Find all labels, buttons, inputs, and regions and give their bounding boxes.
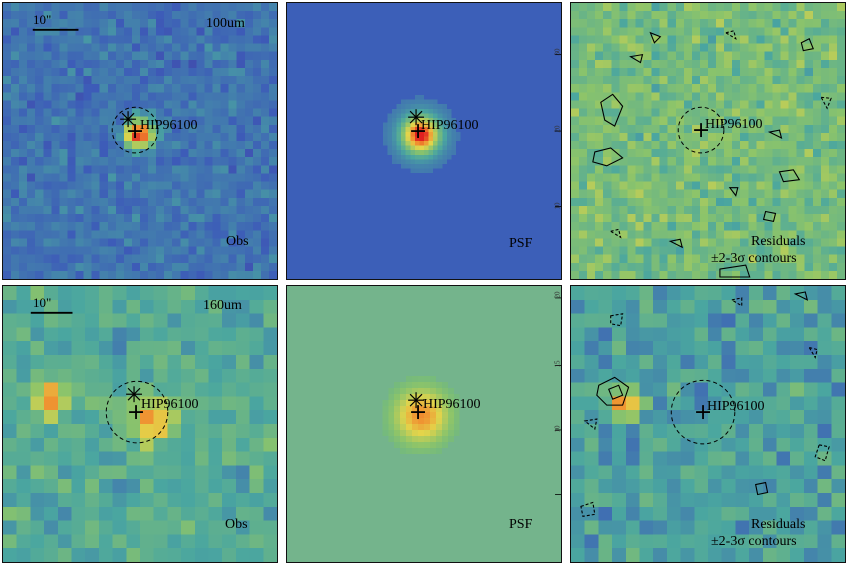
cross-marker-icon — [128, 124, 142, 139]
scale-bar-label: 10" — [33, 295, 52, 310]
residual-100um-overlay — [592, 30, 832, 278]
panel-label-residuals: Residuals — [751, 234, 806, 249]
panel-label-psf: PSF — [509, 517, 533, 532]
residual-100um-panel: HIP96100 Residuals ±2-3σ contours — [570, 2, 846, 280]
axis-tick-label: 10 — [553, 202, 562, 210]
scale-bar-label: 10" — [33, 12, 52, 27]
panel-label-obs: Obs — [225, 517, 248, 532]
residual-160um-overlay — [580, 291, 830, 517]
obs-100um-overlay — [32, 28, 159, 154]
residual-160um-panel: HIP96100 Residuals ±2-3σ contours — [570, 285, 846, 563]
psf-100um-overlay — [408, 54, 561, 207]
residual-160um-image — [571, 286, 845, 562]
psf-100um-panel: 30 20 10 HIP96100 PSF — [286, 2, 562, 280]
axis-tick-label: 20 — [553, 291, 562, 299]
axis-tick-label: 15 — [553, 360, 562, 368]
psf-160um-image — [287, 286, 561, 562]
panel-label-contours: ±2-3σ contours — [711, 534, 797, 549]
source-label: HIP96100 — [705, 117, 763, 132]
source-label: HIP96100 — [140, 118, 198, 133]
axis-tick-label: 20 — [553, 125, 562, 133]
residual-contours — [592, 30, 832, 278]
obs-100um-image — [3, 3, 277, 279]
obs-160um-overlay — [30, 311, 169, 444]
band-label: 100um — [206, 16, 245, 31]
psf-100um-image — [287, 3, 561, 279]
panel-label-residuals: Residuals — [751, 517, 806, 532]
axis-tick-label: 10 — [553, 425, 562, 433]
panel-label-psf: PSF — [509, 236, 533, 251]
obs-100um-panel: 10" 100um HIP96100 Obs — [2, 2, 278, 280]
obs-160um-panel: 10" 160um HIP96100 Obs — [2, 285, 278, 563]
band-label: 160um — [203, 298, 242, 313]
residual-100um-image — [571, 3, 845, 279]
residual-contours — [580, 291, 830, 517]
panel-label-obs: Obs — [226, 234, 249, 249]
panel-label-contours: ±2-3σ contours — [711, 251, 797, 266]
psf-160um-overlay — [408, 297, 561, 495]
source-label: HIP96100 — [421, 118, 479, 133]
obs-160um-image — [3, 286, 277, 562]
source-label: HIP96100 — [141, 397, 199, 412]
source-label: HIP96100 — [423, 397, 481, 412]
psf-160um-panel: 20 15 10 HIP96100 PSF — [286, 285, 562, 563]
axis-tick-label: 30 — [553, 48, 562, 56]
source-label: HIP96100 — [707, 399, 765, 414]
aperture-circle — [111, 106, 159, 154]
star-marker-icon — [120, 111, 137, 128]
